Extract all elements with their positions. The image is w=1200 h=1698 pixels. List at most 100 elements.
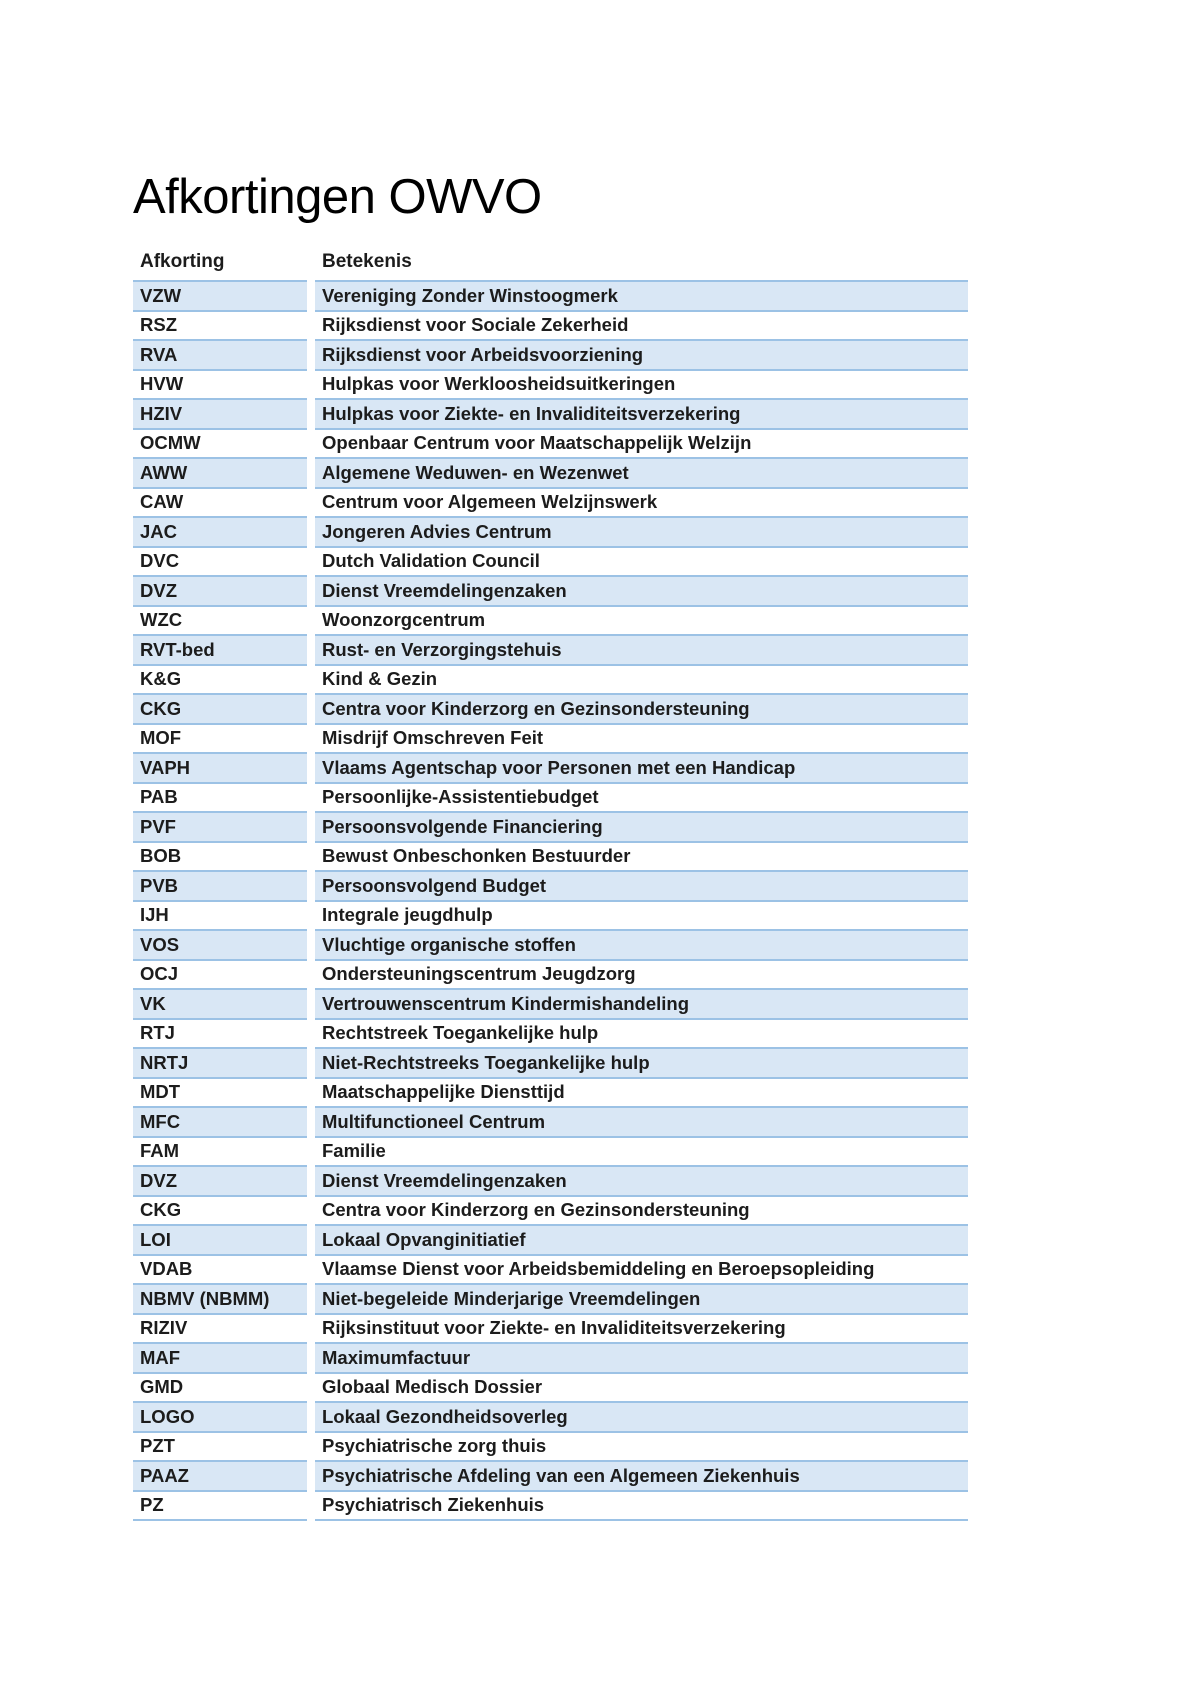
table-row: BOB Bewust Onbeschonken Bestuurder bbox=[133, 840, 968, 871]
table-row: CKG Centra voor Kinderzorg en Gezinsonder… bbox=[133, 1194, 968, 1225]
abbr-cell: DVZ bbox=[133, 575, 307, 605]
table-row: RTJ Rechtstreek Toegankelijke hulp bbox=[133, 1017, 968, 1048]
abbr-cell: GMD bbox=[133, 1371, 307, 1402]
table-row: OCJ Ondersteuningscentrum Jeugdzorg bbox=[133, 958, 968, 989]
abbr-cell: PZ bbox=[133, 1489, 307, 1521]
abbr-cell: OCJ bbox=[133, 958, 307, 989]
table-row: VDAB Vlaamse Dienst voor Arbeidsbemiddeli… bbox=[133, 1253, 968, 1284]
table-row: PZ Psychiatrisch Ziekenhuis bbox=[133, 1489, 968, 1521]
meaning-cell: Centra voor Kinderzorg en Gezinsonderste… bbox=[315, 1194, 968, 1225]
abbr-cell: VDAB bbox=[133, 1253, 307, 1284]
abbreviations-table: Afkorting Betekenis VZW Vereniging Zonder… bbox=[125, 246, 976, 1521]
table-row: FAM Familie bbox=[133, 1135, 968, 1166]
meaning-cell: Centra voor Kinderzorg en Gezinsonderste… bbox=[315, 693, 968, 723]
meaning-cell: Hulpkas voor Ziekte- en Invaliditeitsver… bbox=[315, 398, 968, 428]
abbr-cell: VK bbox=[133, 988, 307, 1018]
abbr-cell: VOS bbox=[133, 929, 307, 959]
meaning-cell: Dienst Vreemdelingenzaken bbox=[315, 575, 968, 605]
page-title: Afkortingen OWVO bbox=[133, 169, 542, 224]
column-header-abbreviation: Afkorting bbox=[140, 251, 225, 272]
abbr-cell: MOF bbox=[133, 722, 307, 753]
meaning-cell: Rechtstreek Toegankelijke hulp bbox=[315, 1017, 968, 1048]
table-row: WZC Woonzorgcentrum bbox=[133, 604, 968, 635]
table-row: PVB Persoonsvolgend Budget bbox=[133, 870, 968, 900]
abbr-cell: DVZ bbox=[133, 1165, 307, 1195]
table-row: RVT-bed Rust- en Verzorgingstehuis bbox=[133, 634, 968, 664]
table-row: DVZ Dienst Vreemdelingenzaken bbox=[133, 1165, 968, 1195]
abbr-cell: HZIV bbox=[133, 398, 307, 428]
meaning-cell: Dutch Validation Council bbox=[315, 545, 968, 576]
table-row: RSZ Rijksdienst voor Sociale Zekerheid bbox=[133, 309, 968, 340]
abbr-cell: RSZ bbox=[133, 309, 307, 340]
meaning-cell: Psychiatrisch Ziekenhuis bbox=[315, 1489, 968, 1521]
abbr-cell: RVT-bed bbox=[133, 634, 307, 664]
abbr-cell: OCMW bbox=[133, 427, 307, 458]
table-row: JAC Jongeren Advies Centrum bbox=[133, 516, 968, 546]
table-row: DVC Dutch Validation Council bbox=[133, 545, 968, 576]
abbr-cell: PAAZ bbox=[133, 1460, 307, 1490]
table-row: OCMW Openbaar Centrum voor Maatschappelij… bbox=[133, 427, 968, 458]
table-row: K&G Kind & Gezin bbox=[133, 663, 968, 694]
meaning-cell: Rijksinstituut voor Ziekte- en Invalidit… bbox=[315, 1312, 968, 1343]
column-header-meaning: Betekenis bbox=[322, 251, 412, 272]
table-row: PAB Persoonlijke-Assistentiebudget bbox=[133, 781, 968, 812]
abbr-cell: JAC bbox=[133, 516, 307, 546]
table-body: VZW Vereniging Zonder Winstoogmerk RSZ Rijk… bbox=[133, 280, 968, 1521]
abbr-cell: IJH bbox=[133, 899, 307, 930]
table-row: GMD Globaal Medisch Dossier bbox=[133, 1371, 968, 1402]
table-row: CKG Centra voor Kinderzorg en Gezinsonder… bbox=[133, 693, 968, 723]
abbr-cell: WZC bbox=[133, 604, 307, 635]
table-row: RIZIV Rijksinstituut voor Ziekte- en Inva… bbox=[133, 1312, 968, 1343]
abbr-cell: LOGO bbox=[133, 1401, 307, 1431]
table-row: RVA Rijksdienst voor Arbeidsvoorziening bbox=[133, 339, 968, 369]
table-row: MDT Maatschappelijke Diensttijd bbox=[133, 1076, 968, 1107]
table-row: IJH Integrale jeugdhulp bbox=[133, 899, 968, 930]
table-row: MOF Misdrijf Omschreven Feit bbox=[133, 722, 968, 753]
abbr-cell: MFC bbox=[133, 1106, 307, 1136]
abbr-cell: DVC bbox=[133, 545, 307, 576]
meaning-cell: Globaal Medisch Dossier bbox=[315, 1371, 968, 1402]
meaning-cell: Rijksdienst voor Sociale Zekerheid bbox=[315, 309, 968, 340]
meaning-cell: Algemene Weduwen- en Wezenwet bbox=[315, 457, 968, 487]
abbr-cell: PVB bbox=[133, 870, 307, 900]
table-row: HVW Hulpkas voor Werkloosheidsuitkeringen bbox=[133, 368, 968, 399]
abbr-cell: VAPH bbox=[133, 752, 307, 782]
abbr-cell: PZT bbox=[133, 1430, 307, 1461]
table-row: DVZ Dienst Vreemdelingenzaken bbox=[133, 575, 968, 605]
abbr-cell: FAM bbox=[133, 1135, 307, 1166]
table-row: NBMV (NBMM) Niet-begeleide Minderjarige V… bbox=[133, 1283, 968, 1313]
meaning-cell: Hulpkas voor Werkloosheidsuitkeringen bbox=[315, 368, 968, 399]
table-row: VK Vertrouwenscentrum Kindermishandeling bbox=[133, 988, 968, 1018]
table-row: LOI Lokaal Opvanginitiatief bbox=[133, 1224, 968, 1254]
meaning-cell: Ondersteuningscentrum Jeugdzorg bbox=[315, 958, 968, 989]
meaning-cell: Kind & Gezin bbox=[315, 663, 968, 694]
table-row: VZW Vereniging Zonder Winstoogmerk bbox=[133, 280, 968, 310]
meaning-cell: Vereniging Zonder Winstoogmerk bbox=[315, 280, 968, 310]
table-row: NRTJ Niet-Rechtstreeks Toegankelijke hulp bbox=[133, 1047, 968, 1077]
meaning-cell: Familie bbox=[315, 1135, 968, 1166]
meaning-cell: Psychiatrische Afdeling van een Algemeen… bbox=[315, 1460, 968, 1490]
meaning-cell: Persoonsvolgende Financiering bbox=[315, 811, 968, 841]
table-header-row: Afkorting Betekenis bbox=[133, 246, 968, 280]
meaning-cell: Centrum voor Algemeen Welzijnswerk bbox=[315, 486, 968, 517]
abbr-cell: LOI bbox=[133, 1224, 307, 1254]
abbr-cell: RIZIV bbox=[133, 1312, 307, 1343]
table-row: HZIV Hulpkas voor Ziekte- en Invaliditeit… bbox=[133, 398, 968, 428]
meaning-cell: Persoonlijke-Assistentiebudget bbox=[315, 781, 968, 812]
meaning-cell: Psychiatrische zorg thuis bbox=[315, 1430, 968, 1461]
meaning-cell: Misdrijf Omschreven Feit bbox=[315, 722, 968, 753]
meaning-cell: Maatschappelijke Diensttijd bbox=[315, 1076, 968, 1107]
abbr-cell: VZW bbox=[133, 280, 307, 310]
meaning-cell: Niet-Rechtstreeks Toegankelijke hulp bbox=[315, 1047, 968, 1077]
meaning-cell: Jongeren Advies Centrum bbox=[315, 516, 968, 546]
meaning-cell: Bewust Onbeschonken Bestuurder bbox=[315, 840, 968, 871]
table-row: VOS Vluchtige organische stoffen bbox=[133, 929, 968, 959]
abbr-cell: RVA bbox=[133, 339, 307, 369]
abbr-cell: AWW bbox=[133, 457, 307, 487]
meaning-cell: Lokaal Gezondheidsoverleg bbox=[315, 1401, 968, 1431]
table-row: PAAZ Psychiatrische Afdeling van een Alge… bbox=[133, 1460, 968, 1490]
abbr-cell: NRTJ bbox=[133, 1047, 307, 1077]
table-row: MFC Multifunctioneel Centrum bbox=[133, 1106, 968, 1136]
meaning-cell: Openbaar Centrum voor Maatschappelijk We… bbox=[315, 427, 968, 458]
meaning-cell: Woonzorgcentrum bbox=[315, 604, 968, 635]
